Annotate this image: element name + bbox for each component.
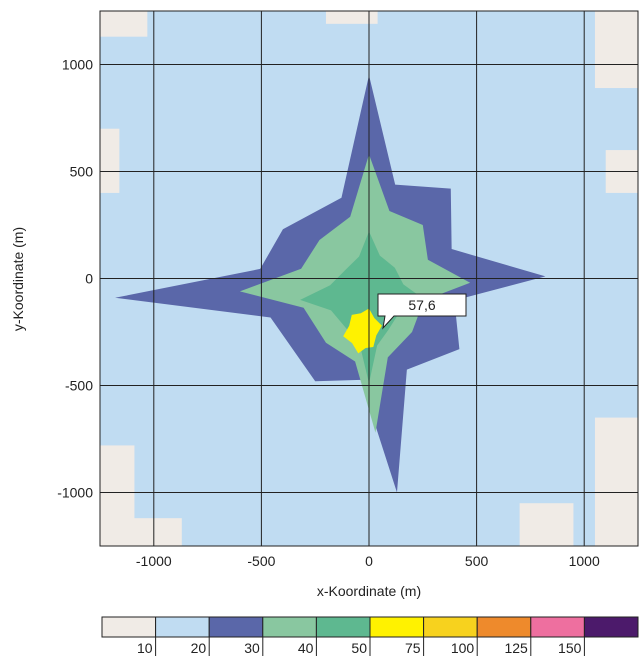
y-tick-label: 0 (85, 271, 93, 287)
y-tick-label: 1000 (62, 57, 93, 73)
y-tick-label: -500 (65, 378, 93, 394)
legend-label: 20 (191, 640, 207, 656)
field-patch-10 (519, 503, 574, 546)
x-tick-label: 1000 (569, 553, 600, 569)
field-level-50 (300, 231, 425, 384)
legend-label: 10 (137, 640, 153, 656)
x-axis-label: x-Koordinate (m) (317, 583, 421, 599)
x-tick-label: -1000 (136, 553, 172, 569)
field-patch-10 (594, 417, 638, 546)
x-tick-label: 500 (465, 553, 489, 569)
legend-swatch (208, 616, 264, 638)
annotation-callout (377, 293, 467, 330)
plot-frame (99, 10, 639, 547)
y-tick-label: -1000 (57, 485, 93, 501)
field-peak (343, 308, 382, 354)
field-patch-10 (100, 445, 135, 546)
legend-label: 75 (405, 640, 421, 656)
legend-label: 125 (504, 640, 528, 656)
legend-label: 100 (451, 640, 475, 656)
legend-swatch (583, 616, 639, 638)
field-patch-10 (132, 518, 182, 546)
x-tick-label: -500 (247, 553, 275, 569)
legend-label: 150 (558, 640, 582, 656)
peak-annotation: 57,6 (377, 293, 467, 330)
field-patch-10 (100, 11, 148, 37)
legend-label: 30 (244, 640, 260, 656)
legend-swatch (476, 616, 532, 638)
legend-swatch (530, 616, 585, 638)
legend-label: 40 (298, 640, 314, 656)
legend-label: 50 (351, 640, 367, 656)
legend-swatch (315, 616, 371, 638)
y-tick-label: 500 (70, 164, 94, 180)
legend: 10 20 30 40 50 75 100 125 150 (101, 616, 639, 656)
legend-swatch (369, 616, 425, 638)
annotation-label: 57,6 (408, 297, 435, 313)
legend-swatch (423, 616, 478, 638)
field-patch-10 (325, 11, 378, 24)
y-axis-label: y-Koordinate (m) (10, 227, 26, 331)
tick-labels: -1000 -500 0 500 1000 -1000 -500 0 500 1000 (57, 57, 600, 570)
legend-swatch (101, 616, 157, 638)
grid (100, 11, 638, 546)
legend-swatch (262, 616, 317, 638)
field-patch-10 (594, 11, 638, 89)
x-tick-label: 0 (365, 553, 373, 569)
legend-swatch (155, 616, 210, 638)
field-patch-10 (100, 128, 120, 193)
